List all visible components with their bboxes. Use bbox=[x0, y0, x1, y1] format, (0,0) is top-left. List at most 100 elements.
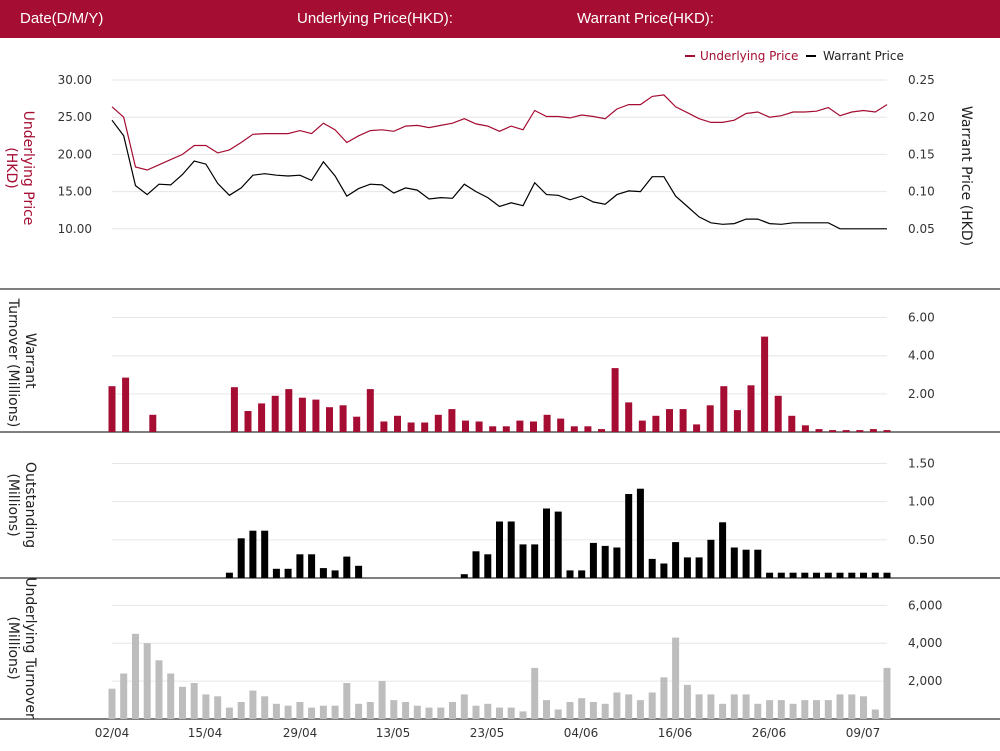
price-right-tick-label: 0.20 bbox=[908, 110, 935, 124]
outstanding-bar bbox=[742, 549, 750, 578]
warrant-turnover-bar bbox=[366, 389, 374, 432]
underlying-turnover-bar bbox=[824, 700, 832, 719]
underlying-turnover-bar bbox=[272, 703, 280, 719]
outstanding-tick-label: 1.50 bbox=[908, 456, 935, 470]
warrant-turnover-bar bbox=[652, 415, 660, 432]
warrant-turnover-bar bbox=[258, 403, 266, 432]
outstanding-bar bbox=[754, 549, 762, 578]
underlying-turnover-tick-label: 6,000 bbox=[908, 598, 942, 612]
warrant-turnover-bar bbox=[693, 424, 701, 432]
outstanding-bar bbox=[566, 570, 574, 578]
outstanding-bar bbox=[730, 547, 738, 578]
underlying-turnover-bar bbox=[190, 683, 198, 719]
warrant-turnover-bar bbox=[421, 422, 429, 432]
warrant-chart: 30.00 25.00 20.00 15.00 10.00 0.25 0.20 0.15 0.1… bbox=[0, 49, 1000, 740]
warrant-turnover-bar bbox=[666, 409, 673, 432]
outstanding-bar bbox=[777, 572, 785, 578]
underlying-turnover-bar bbox=[578, 698, 586, 719]
warrant-turnover-bar bbox=[584, 426, 592, 432]
underlying-turnover-bar bbox=[472, 705, 480, 719]
price-left-tick-label: 25.00 bbox=[58, 110, 92, 124]
outstanding-bar bbox=[331, 570, 339, 578]
outstanding-bar bbox=[636, 488, 644, 578]
underlying-turnover-bar bbox=[331, 705, 339, 719]
underlying-turnover-bar bbox=[742, 694, 750, 719]
price-right-tick-label: 0.05 bbox=[908, 222, 935, 236]
warrant-turnover-bar bbox=[611, 368, 619, 432]
warrant-turnover-bar bbox=[394, 415, 401, 432]
warrant-turnover-bar bbox=[244, 411, 252, 432]
underlying-turnover-bar bbox=[449, 702, 456, 719]
underlying-turnover-bar bbox=[766, 700, 774, 719]
underlying-turnover-bar bbox=[237, 702, 245, 719]
warrant-turnover-bar bbox=[638, 420, 646, 432]
outstanding-bar bbox=[883, 572, 891, 578]
warrant-turnover-bar bbox=[733, 410, 741, 432]
outstanding-bar bbox=[484, 554, 492, 578]
outstanding-bar bbox=[496, 521, 503, 578]
axis-title-line: (Millions) bbox=[5, 616, 21, 679]
warrant-turnover-bar bbox=[462, 420, 469, 432]
warrant-turnover-tick-label: 4.00 bbox=[908, 349, 935, 363]
underlying-turnover-bar bbox=[636, 700, 644, 719]
underlying-turnover-bar bbox=[143, 643, 151, 719]
x-tick-label: 26/06 bbox=[752, 726, 787, 740]
underlying-price-label: Underlying Price(HKD): bbox=[297, 10, 453, 27]
outstanding-bar bbox=[225, 572, 233, 578]
price-left-tick-label: 20.00 bbox=[58, 147, 92, 161]
outstanding-bar bbox=[531, 544, 539, 578]
outstanding-bar bbox=[237, 538, 245, 578]
outstanding-bar bbox=[871, 572, 879, 578]
outstanding-bar bbox=[319, 568, 327, 578]
outstanding-bar bbox=[860, 572, 867, 578]
warrant-price-axis-title: Warrant Price (HKD) bbox=[958, 106, 974, 246]
outstanding-bar bbox=[766, 572, 774, 578]
warrant-turnover-bar bbox=[298, 397, 306, 432]
underlying-turnover-bar bbox=[366, 702, 374, 719]
warrant-turnover-bar bbox=[122, 377, 130, 432]
price-left-tick-label: 30.00 bbox=[58, 73, 92, 87]
warrant-turnover-bar bbox=[434, 414, 442, 432]
underlying-turnover-bar bbox=[214, 696, 222, 719]
warrant-turnover-bar bbox=[312, 399, 320, 432]
underlying-turnover-bar bbox=[566, 702, 574, 719]
warrant-turnover-bar bbox=[856, 430, 864, 432]
underlying-turnover-bar bbox=[601, 703, 609, 719]
underlying-turnover-bar bbox=[132, 633, 139, 719]
warrant-turnover-bar bbox=[570, 426, 578, 432]
outstanding-bar bbox=[284, 568, 292, 578]
underlying-turnover-bar bbox=[284, 705, 292, 719]
outstanding-bar bbox=[613, 547, 621, 578]
warrant-turnover-bar bbox=[815, 429, 823, 432]
underlying-turnover-bar bbox=[378, 681, 386, 719]
outstanding-bar bbox=[683, 557, 691, 578]
warrant-turnover-bar bbox=[326, 407, 333, 432]
underlying-turnover-bar bbox=[860, 696, 867, 719]
underlying-turnover-bar bbox=[296, 702, 304, 719]
axis-title-line: Outstanding bbox=[22, 462, 38, 548]
axis-title-line: Turnover (Millions) bbox=[5, 298, 21, 428]
outstanding-bar bbox=[272, 568, 280, 578]
warrant-turnover-bar bbox=[516, 420, 524, 432]
warrant-turnover-bar bbox=[448, 409, 456, 432]
underlying-turnover-bar bbox=[390, 700, 398, 719]
underlying-turnover-bar bbox=[730, 694, 738, 719]
price-right-tick-label: 0.10 bbox=[908, 185, 935, 199]
underlying-turnover-bar bbox=[437, 707, 445, 719]
underlying-price-axis-title: Underlying Price(HKD) bbox=[3, 111, 36, 226]
legend-warrant-label: Warrant Price bbox=[823, 49, 904, 63]
x-tick-label: 09/07 bbox=[846, 726, 881, 740]
underlying-turnover-bar bbox=[813, 700, 820, 719]
underlying-turnover-bar bbox=[625, 694, 633, 719]
price-left-tick-label: 10.00 bbox=[58, 222, 92, 236]
warrant-turnover-bar bbox=[230, 387, 238, 432]
warrant-turnover-bar bbox=[761, 336, 769, 432]
outstanding-bar bbox=[695, 557, 703, 578]
underlying-turnover-bar bbox=[413, 705, 421, 719]
underlying-turnover-bar bbox=[871, 709, 879, 719]
x-tick-label: 04/06 bbox=[564, 726, 599, 740]
warrant-turnover-bar bbox=[339, 405, 347, 432]
underlying-turnover-bar bbox=[108, 688, 116, 719]
warrant-turnover-tick-label: 6.00 bbox=[908, 311, 935, 325]
outstanding-bar bbox=[660, 563, 668, 578]
